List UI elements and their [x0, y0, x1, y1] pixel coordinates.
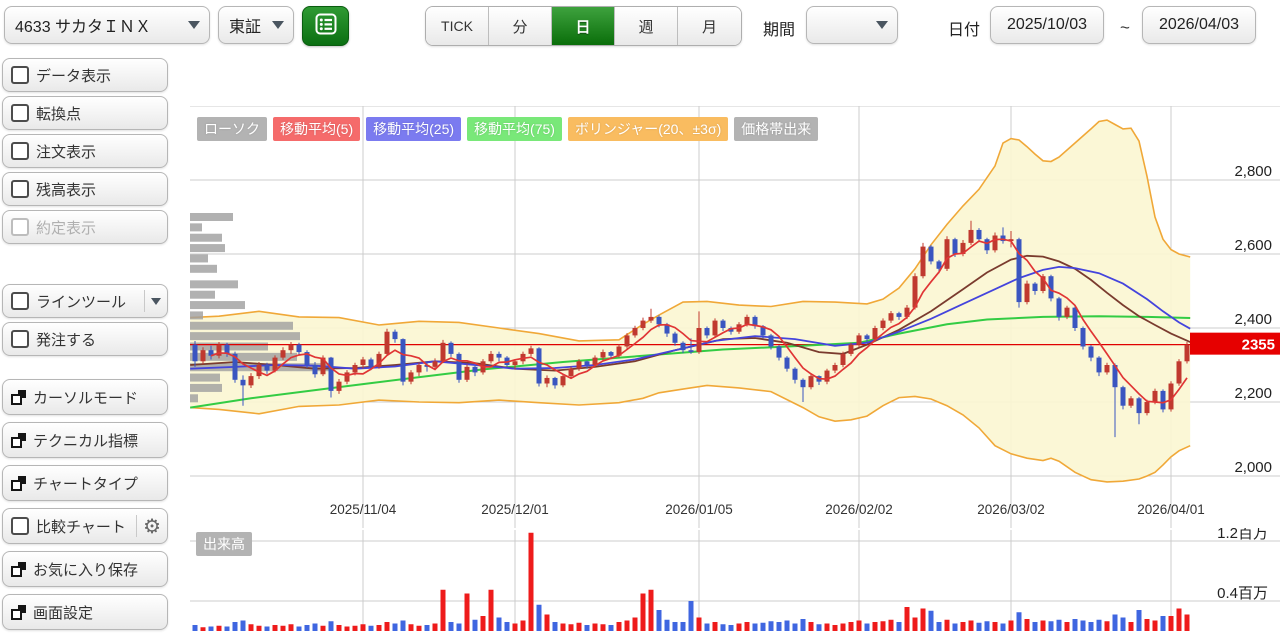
checkbox-icon — [11, 218, 29, 236]
sidebar-item-compare-chart[interactable]: 比較チャート ⚙ — [2, 508, 168, 544]
date-from-input[interactable]: 2025/10/03 — [990, 6, 1104, 44]
stock-select-value: 4633 サカタＩＮＸ — [15, 19, 152, 36]
svg-text:0.4百万: 0.4百万 — [1217, 585, 1268, 602]
window-icon — [11, 604, 26, 620]
date-to-input[interactable]: 2026/04/03 — [1142, 6, 1256, 44]
sidebar: データ表示 転換点 注文表示 残高表示 約定表示 ラインツール 発注する — [0, 55, 190, 631]
volume-title-badge: 出来高 — [196, 532, 252, 556]
checkbox-icon[interactable] — [11, 104, 29, 122]
date-range-tilde: ~ — [1120, 17, 1130, 37]
sidebar-item-label: テクニカル指標 — [33, 432, 139, 450]
interval-tabs: TICK 分 日 週 月 — [425, 6, 742, 46]
window-icon — [11, 432, 26, 448]
svg-text:1.2百万: 1.2百万 — [1217, 528, 1268, 542]
chevron-down-icon — [272, 21, 284, 29]
legend-candle: ローソク — [197, 117, 267, 141]
sidebar-item-label: カーソルモード — [33, 389, 139, 407]
sidebar-item-label: チャートタイプ — [33, 475, 138, 493]
sidebar-item-label: 発注する — [36, 331, 97, 349]
chart-region: 3,0002,8002,6002,4002,2002,0002025/11/04… — [190, 55, 1280, 631]
chevron-down-icon — [876, 21, 888, 29]
checkbox-icon[interactable] — [11, 66, 29, 84]
sidebar-item-screen-settings[interactable]: 画面設定 — [2, 594, 168, 630]
stock-list-button[interactable] — [302, 6, 349, 46]
market-select-value: 東証 — [229, 19, 262, 36]
sidebar-item-label: 注文表示 — [36, 143, 97, 161]
sidebar-item-order-display[interactable]: 注文表示 — [2, 134, 168, 168]
svg-text:2026/03/02: 2026/03/02 — [977, 502, 1045, 517]
svg-text:2026/02/02: 2026/02/02 — [825, 502, 893, 517]
sidebar-item-label: 画面設定 — [33, 604, 94, 622]
market-select[interactable]: 東証 — [218, 6, 294, 44]
chart-legend: ローソク 移動平均(5) 移動平均(25) 移動平均(75) ボリンジャー(20… — [197, 117, 824, 141]
sidebar-item-label: 約定表示 — [36, 219, 97, 237]
window-icon — [11, 389, 26, 405]
svg-text:2,600: 2,600 — [1234, 237, 1272, 254]
sidebar-item-technical-indicator[interactable]: テクニカル指標 — [2, 422, 168, 458]
current-price-badge: 2355 — [1190, 332, 1280, 355]
sidebar-item-label: お気に入り保存 — [33, 561, 139, 579]
sidebar-item-execution-display: 約定表示 — [2, 210, 168, 244]
navigator-strip[interactable] — [190, 57, 1280, 106]
legend-ma75: 移動平均(75) — [467, 117, 562, 141]
date-label: 日付 — [948, 21, 981, 39]
window-icon — [11, 561, 26, 577]
legend-ma25: 移動平均(25) — [366, 117, 462, 141]
sidebar-item-label: データ表示 — [36, 67, 112, 85]
svg-text:2,200: 2,200 — [1234, 385, 1272, 402]
tab-tick[interactable]: TICK — [426, 7, 489, 45]
sidebar-item-chart-type[interactable]: チャートタイプ — [2, 465, 168, 501]
period-select[interactable] — [806, 6, 898, 44]
checkbox-icon[interactable] — [11, 517, 29, 535]
legend-ma5: 移動平均(5) — [273, 117, 361, 141]
sidebar-item-data-display[interactable]: データ表示 — [2, 58, 168, 92]
stock-select[interactable]: 4633 サカタＩＮＸ — [4, 6, 210, 44]
svg-text:2,800: 2,800 — [1234, 163, 1272, 180]
toolbar: 4633 サカタＩＮＸ 東証 TICK 分 日 週 月 期間 日付 2025/1… — [0, 0, 1280, 55]
chevron-down-icon[interactable] — [151, 297, 161, 305]
checkbox-icon[interactable] — [11, 180, 29, 198]
list-icon — [313, 11, 339, 42]
sidebar-item-balance-display[interactable]: 残高表示 — [2, 172, 168, 206]
legend-volume-profile: 価格帯出来 — [734, 117, 819, 141]
sidebar-item-turning-point[interactable]: 転換点 — [2, 96, 168, 130]
tab-month[interactable]: 月 — [678, 7, 741, 45]
svg-text:2025/11/04: 2025/11/04 — [330, 502, 397, 517]
volume-panel[interactable]: 1.2百万 0.4百万 — [190, 528, 1280, 631]
divider — [136, 515, 138, 537]
checkbox-icon[interactable] — [11, 142, 29, 160]
sidebar-item-label: 比較チャート — [36, 518, 126, 536]
svg-text:2,400: 2,400 — [1234, 311, 1272, 328]
checkbox-icon[interactable] — [11, 330, 29, 348]
divider — [144, 290, 145, 312]
tab-day[interactable]: 日 — [552, 7, 615, 45]
sidebar-item-label: ラインツール — [36, 293, 127, 311]
svg-text:2025/12/01: 2025/12/01 — [481, 502, 549, 517]
tab-week[interactable]: 週 — [615, 7, 678, 45]
sidebar-item-save-favorite[interactable]: お気に入り保存 — [2, 551, 168, 587]
sidebar-item-line-tool[interactable]: ラインツール — [2, 284, 168, 318]
legend-bollinger: ボリンジャー(20、±3σ) — [567, 117, 729, 141]
svg-text:2,000: 2,000 — [1234, 459, 1272, 476]
svg-text:2026/01/05: 2026/01/05 — [665, 502, 733, 517]
sidebar-item-label: 残高表示 — [36, 181, 97, 199]
chevron-down-icon — [188, 21, 200, 29]
tab-minute[interactable]: 分 — [489, 7, 552, 45]
sidebar-item-cursor-mode[interactable]: カーソルモード — [2, 379, 168, 415]
sidebar-item-label: 転換点 — [36, 105, 82, 123]
sidebar-item-place-order[interactable]: 発注する — [2, 322, 168, 356]
svg-text:2026/04/01: 2026/04/01 — [1137, 502, 1205, 517]
main-candlestick-chart[interactable]: 3,0002,8002,6002,4002,2002,0002025/11/04… — [190, 106, 1280, 528]
svg-text:2355: 2355 — [1242, 337, 1275, 354]
period-label: 期間 — [763, 21, 796, 39]
window-icon — [11, 475, 26, 491]
checkbox-icon[interactable] — [11, 292, 29, 310]
gear-icon[interactable]: ⚙ — [143, 514, 161, 538]
